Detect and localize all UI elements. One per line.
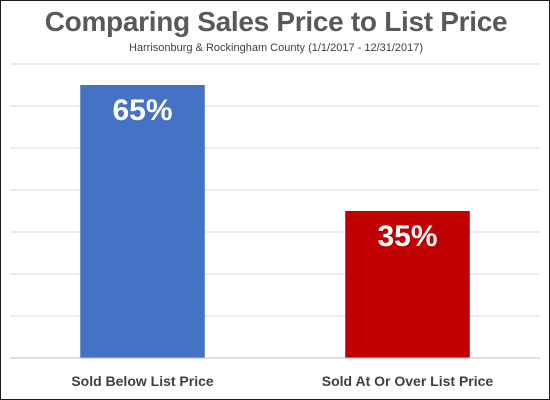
chart-title: Comparing Sales Price to List Price: [44, 6, 508, 37]
category-label: Sold At Or Over List Price: [322, 373, 494, 389]
chart-subtitle: Harrisonburg & Rockingham County (1/1/20…: [128, 42, 424, 54]
bar: [80, 85, 205, 358]
bar-value-label: 65%: [112, 94, 172, 127]
bar-value-label: 35%: [377, 220, 437, 253]
category-label: Sold Below List Price: [71, 373, 214, 389]
bar: [345, 211, 470, 358]
